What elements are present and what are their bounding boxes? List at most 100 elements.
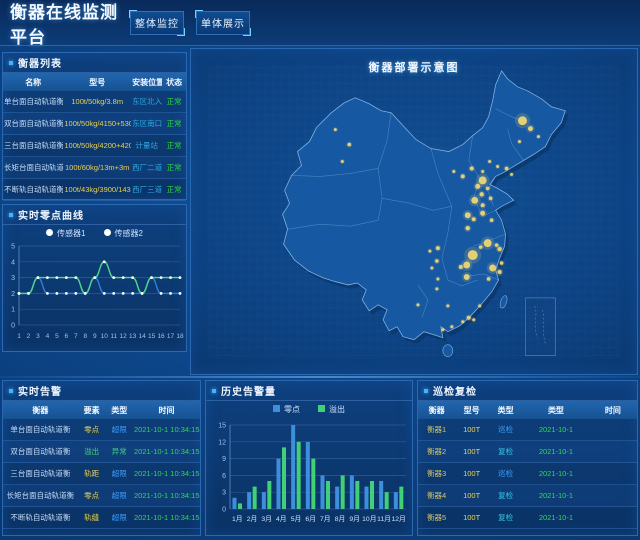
svg-text:3: 3: [11, 275, 15, 282]
table-cell: 零点: [84, 425, 100, 434]
column-header: 型号: [463, 405, 480, 415]
app-header: 衡器在线监测平台 整体监控 单体展示: [0, 0, 640, 47]
panel-title-label: 衡器列表: [18, 59, 62, 70]
table-cell: 衡器2: [427, 447, 447, 456]
table-cell: 长矩台面自动轨道衡: [4, 163, 64, 172]
table-cell: 100T: [463, 513, 481, 522]
table-cell: 2021-10-1: [538, 447, 574, 456]
column-header: 衡器: [32, 405, 49, 415]
bullet-icon: [9, 60, 13, 65]
table-cell: 2021-10-1: [538, 469, 574, 478]
table-cell: 衡器5: [427, 513, 447, 522]
svg-text:7月: 7月: [320, 515, 331, 523]
svg-text:3: 3: [36, 333, 40, 340]
svg-text:9: 9: [222, 456, 226, 463]
legend-item: 传感器1: [46, 228, 86, 239]
realtime-alarm-table: 衡器 要素 类型 时间 单台面自动轨道衡 零点 超限 2021-10-1 10:34:15 双台…: [3, 401, 200, 529]
svg-text:16: 16: [157, 333, 165, 340]
table-cell: 巡检: [498, 469, 514, 478]
column-header: 状态: [166, 77, 183, 87]
table-cell: 100T: [463, 447, 481, 456]
svg-text:12: 12: [120, 333, 128, 340]
svg-text:4: 4: [46, 333, 50, 340]
column-header: 类型: [111, 405, 128, 415]
table-cell: 正常: [166, 163, 182, 172]
deployment-scatter-points: [332, 113, 541, 333]
panel-title: 历史告警量: [206, 381, 412, 401]
svg-text:3月: 3月: [261, 515, 272, 523]
svg-text:12月: 12月: [391, 515, 405, 523]
table-cell: 衡器3: [427, 469, 447, 478]
table-header-row: 名称 型号 安装位置 状态: [3, 73, 186, 91]
table-cell: 复检: [498, 447, 514, 456]
table-cell: 100T: [463, 425, 481, 434]
table-cell: 零点: [84, 491, 100, 500]
svg-text:7: 7: [74, 333, 78, 340]
single-display-button[interactable]: 单体展示: [195, 9, 251, 36]
table-row: 衡器5 100T 复检 2021-10-1: [418, 507, 637, 529]
svg-text:5: 5: [55, 333, 59, 340]
svg-text:0: 0: [222, 507, 226, 514]
table-cell: 复检: [498, 513, 514, 522]
table-row: 衡器3 100T 巡检 2021-10-1: [418, 463, 637, 485]
column-header: 名称: [25, 77, 42, 87]
svg-text:2月: 2月: [247, 515, 258, 523]
table-cell: 100t/60kg/13m+3m: [65, 163, 130, 172]
overall-monitor-button[interactable]: 整体监控: [129, 9, 185, 36]
page-title: 衡器在线监测平台: [10, 2, 118, 47]
taiwan-island: [499, 295, 508, 309]
zero-curve-panel: 实时零点曲线 传感器1 传感器2 0 1 2 3 4 5 1 2 3 4 5 6 7 8 9 10 11 12 13 1…: [2, 204, 187, 352]
table-header-row: 衡器 要素 类型 时间: [3, 401, 200, 419]
legend-marker-icon: [103, 228, 111, 236]
table-row: 长矩台面自动轨道衡 零点 超限 2021-10-1 10:34:15: [3, 485, 200, 507]
svg-text:4月: 4月: [276, 515, 287, 523]
svg-text:11: 11: [110, 333, 117, 340]
column-header: 安装位置: [132, 77, 163, 87]
table-cell: 计量站: [135, 141, 158, 150]
history-alarm-chart: 0 3 6 9 12 15 1月 2月 3月 4月 5月 6月 7月 8月 9月 10月 11月 12月: [218, 423, 406, 523]
table-cell: 正常: [166, 97, 182, 106]
svg-text:0: 0: [11, 323, 15, 330]
bullet-icon: [212, 388, 216, 393]
table-cell: 2021-10-1 10:34:15: [134, 425, 200, 434]
table-row: 衡器4 100T 复检 2021-10-1: [418, 485, 637, 507]
svg-text:15: 15: [148, 333, 156, 340]
svg-text:3: 3: [222, 490, 226, 497]
table-cell: 正常: [166, 141, 182, 150]
svg-text:4: 4: [11, 259, 15, 266]
panel-title-label: 实时零点曲线: [18, 211, 84, 222]
table-cell: 超限: [111, 425, 127, 434]
column-header: 类型: [547, 405, 564, 415]
table-row: 衡器1 100T 巡检 2021-10-1: [418, 419, 637, 441]
table-cell: 西厂二道: [132, 163, 163, 172]
inspection-table: 衡器 型号 类型 类型 时间 衡器1 100T 巡检 2021-10-1 衡器2 100T 复检 202…: [418, 401, 637, 529]
table-cell: 超限: [111, 513, 127, 522]
legend-marker-icon: [46, 228, 54, 236]
table-cell: 三台面自动轨道衡: [4, 141, 64, 150]
svg-text:5月: 5月: [291, 515, 302, 523]
table-cell: 正常: [166, 119, 182, 128]
table-row: 双台面自动轨道衡 溢出 异常 2021-10-1 10:34:15: [3, 441, 200, 463]
table-cell: 100t/50kg/4150+5300…: [64, 119, 132, 128]
table-cell: 2021-10-1: [538, 425, 574, 434]
table-row: 三台面自动轨道衡 轨距 超限 2021-10-1 10:34:15: [3, 463, 200, 485]
table-cell: 东区北入口: [132, 97, 163, 106]
legend-item: 零点: [273, 404, 300, 415]
hainan-island: [442, 344, 454, 357]
table-cell: 100T: [463, 491, 481, 500]
svg-text:6: 6: [65, 333, 69, 340]
bullet-icon: [9, 388, 13, 393]
table-cell: 100t/43kg/3900/1435: [64, 185, 132, 194]
table-cell: 超限: [111, 491, 127, 500]
svg-text:6月: 6月: [305, 515, 316, 523]
svg-text:8: 8: [83, 333, 87, 340]
table-cell: 衡器1: [427, 425, 447, 434]
device-table: 名称型号安装位置状态单台面自动轨道衡100t/50kg/3.8m东区北入口正常双…: [3, 73, 186, 201]
svg-text:10: 10: [101, 333, 109, 340]
table-row: 不断轨自动轨道衡 轨缝 超限 2021-10-1 10:34:15: [3, 507, 200, 529]
table-cell: 单台面自动轨道衡: [4, 97, 64, 106]
table-cell: 轨缝: [84, 513, 100, 522]
table-cell: 2021-10-1 10:34:15: [134, 447, 200, 456]
